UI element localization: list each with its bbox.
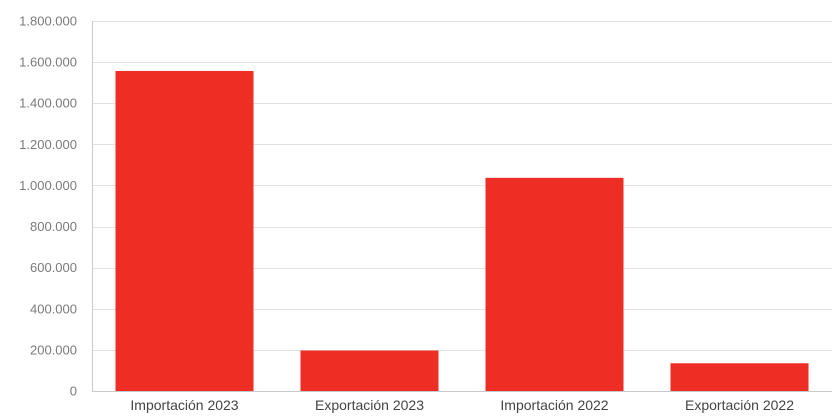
x-axis-category-labels: Importación 2023 Exportación 2023 Importac… xyxy=(130,397,794,413)
x-category-label: Exportación 2023 xyxy=(315,397,424,413)
y-tick-label: 0 xyxy=(70,384,77,399)
bars xyxy=(115,70,809,391)
x-category-label: Importación 2022 xyxy=(500,397,608,413)
bar xyxy=(670,363,809,391)
bar xyxy=(300,350,439,391)
bar xyxy=(115,70,254,391)
y-tick-label: 200.000 xyxy=(30,342,77,357)
x-category-label: Importación 2023 xyxy=(130,397,238,413)
y-tick-label: 600.000 xyxy=(30,260,77,275)
y-tick-label: 1.600.000 xyxy=(19,55,77,70)
y-tick-label: 1.200.000 xyxy=(19,137,77,152)
y-axis-tick-labels: 0 200.000 400.000 600.000 800.000 1.000.000 1.… xyxy=(19,14,77,399)
y-tick-label: 800.000 xyxy=(30,219,77,234)
x-category-label: Exportación 2022 xyxy=(685,397,794,413)
y-tick-label: 1.000.000 xyxy=(19,178,77,193)
y-tick-label: 1.800.000 xyxy=(19,14,77,29)
y-tick-label: 1.400.000 xyxy=(19,96,77,111)
bar xyxy=(485,177,624,391)
y-tick-label: 400.000 xyxy=(30,301,77,316)
